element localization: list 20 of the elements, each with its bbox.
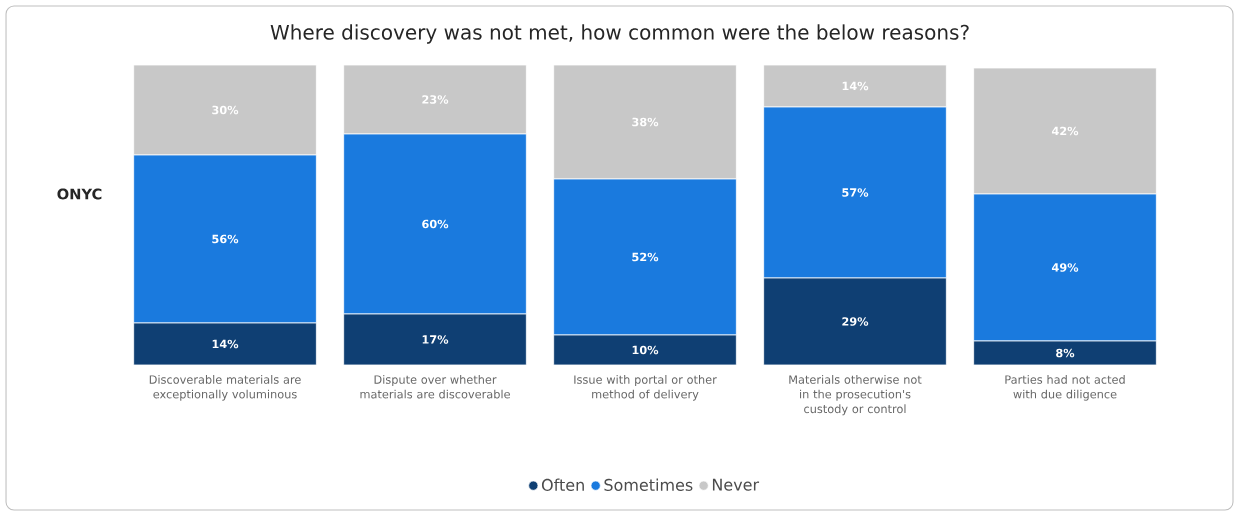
text: ONYC bbox=[57, 188, 102, 200]
x-tick-label: Issue with portal or other method of delivery bbox=[574, 375, 717, 401]
x-tick-label: Dispute over whether materials are discoverable bbox=[360, 375, 510, 399]
data-label: 8% bbox=[1056, 348, 1075, 358]
data-label: 60% bbox=[422, 219, 449, 229]
data-label: 52% bbox=[632, 252, 659, 262]
data-label: 56% bbox=[212, 234, 239, 244]
data-label: 14% bbox=[212, 339, 239, 349]
data-label: 29% bbox=[842, 317, 869, 326]
data-label: 17% bbox=[422, 335, 449, 344]
data-label: 10% bbox=[632, 345, 659, 355]
legend-label: Never bbox=[712, 478, 760, 491]
x-tick-label: Materials otherwise not in the prosecution's custody or control bbox=[789, 375, 922, 416]
legend-label: Sometimes bbox=[604, 478, 693, 491]
x-tick-label: Discoverable materials are exceptionally voluminous bbox=[149, 375, 301, 401]
data-label: 57% bbox=[842, 188, 869, 197]
x-tick-label: Parties had not acted with due diligence bbox=[1005, 375, 1125, 401]
legend-label: Often bbox=[541, 478, 584, 491]
data-label: 49% bbox=[1051, 263, 1079, 272]
chart-title: Where discovery was not met, how common were the below reasons? bbox=[270, 24, 969, 44]
